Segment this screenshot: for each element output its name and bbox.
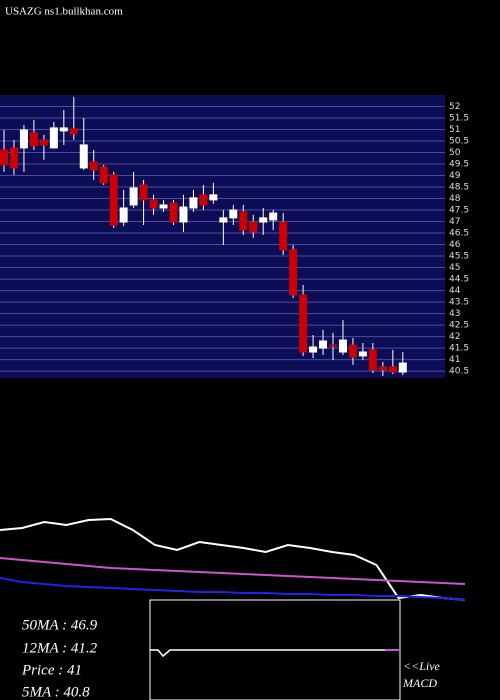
candle-body xyxy=(169,202,178,223)
y-tick-label: 51 xyxy=(449,125,460,135)
y-tick-label: 50.5 xyxy=(449,137,469,147)
candle-body xyxy=(149,199,158,209)
y-tick-label: 52 xyxy=(449,102,460,112)
y-tick-label: 48 xyxy=(449,194,461,204)
y-tick-label: 47 xyxy=(449,217,460,227)
candle-body xyxy=(139,184,148,201)
candle-body xyxy=(79,144,88,169)
candle-body xyxy=(378,366,387,371)
y-tick-label: 43 xyxy=(449,309,460,319)
candle-body xyxy=(9,147,18,169)
candle-body xyxy=(119,207,128,223)
y-tick-label: 49 xyxy=(449,171,461,181)
macd-label: MACD xyxy=(402,676,437,690)
y-tick-label: 44.5 xyxy=(449,275,469,285)
ma-label: 12MA : 41.2 xyxy=(22,640,98,656)
y-tick-label: 46.5 xyxy=(449,229,469,239)
y-tick-label: 42.5 xyxy=(449,321,469,331)
y-tick-label: 45.5 xyxy=(449,252,469,262)
y-tick-label: 40.5 xyxy=(449,367,469,377)
indicator-line xyxy=(0,557,466,585)
candle-body xyxy=(229,209,238,219)
y-tick-label: 49.5 xyxy=(449,160,469,170)
candle-body xyxy=(348,344,357,358)
ma-label: 5MA : 40.8 xyxy=(22,684,90,700)
macd-line xyxy=(150,649,385,658)
candle-body xyxy=(69,128,78,135)
candle-body xyxy=(239,211,248,231)
candle-body xyxy=(319,340,328,349)
candle-body xyxy=(209,194,218,201)
y-tick-label: 48.5 xyxy=(449,183,469,193)
y-tick-label: 45 xyxy=(449,263,460,273)
candle-body xyxy=(29,132,38,147)
y-tick-label: 41 xyxy=(449,355,460,365)
candle-body xyxy=(189,197,198,209)
y-tick-label: 51.5 xyxy=(449,114,469,124)
ma-label: Price : 41 xyxy=(21,662,82,678)
candle-body xyxy=(249,221,258,233)
candle-body xyxy=(398,362,407,373)
candle-body xyxy=(49,127,58,149)
candle-body xyxy=(289,249,298,296)
candle-body xyxy=(338,339,347,353)
live-label: <<Live xyxy=(403,659,441,673)
candle-body xyxy=(199,194,208,206)
candle-body xyxy=(368,349,377,371)
indicator-line xyxy=(0,577,466,601)
y-tick-label: 42 xyxy=(449,332,460,342)
candle-body xyxy=(259,217,268,223)
candle-body xyxy=(388,366,397,373)
candle-body xyxy=(358,351,367,357)
candle-body xyxy=(159,204,168,209)
candle-body xyxy=(129,187,138,206)
candle-body xyxy=(109,174,118,226)
candle-body xyxy=(99,166,108,184)
y-tick-label: 43.5 xyxy=(449,298,469,308)
ma-label: 50MA : 46.9 xyxy=(22,617,98,633)
candle-body xyxy=(89,161,98,171)
price-panel xyxy=(0,95,445,378)
chart-title: USAZG ns1.bullkhan.com xyxy=(5,6,123,18)
candle-body xyxy=(19,129,28,149)
y-tick-label: 50 xyxy=(449,148,461,158)
y-tick-label: 41.5 xyxy=(449,344,469,354)
candle-body xyxy=(59,127,68,132)
candle-body xyxy=(219,217,228,223)
candle-body xyxy=(0,149,8,166)
y-tick-label: 46 xyxy=(449,240,461,250)
candle-body xyxy=(329,344,338,347)
y-tick-label: 47.5 xyxy=(449,206,469,216)
candle-body xyxy=(309,346,318,353)
candle-body xyxy=(179,206,188,223)
y-tick-label: 44 xyxy=(449,286,461,296)
candle-body xyxy=(299,294,308,353)
candle-body xyxy=(39,139,48,146)
candle-body xyxy=(279,221,288,251)
candle-body xyxy=(269,212,278,221)
